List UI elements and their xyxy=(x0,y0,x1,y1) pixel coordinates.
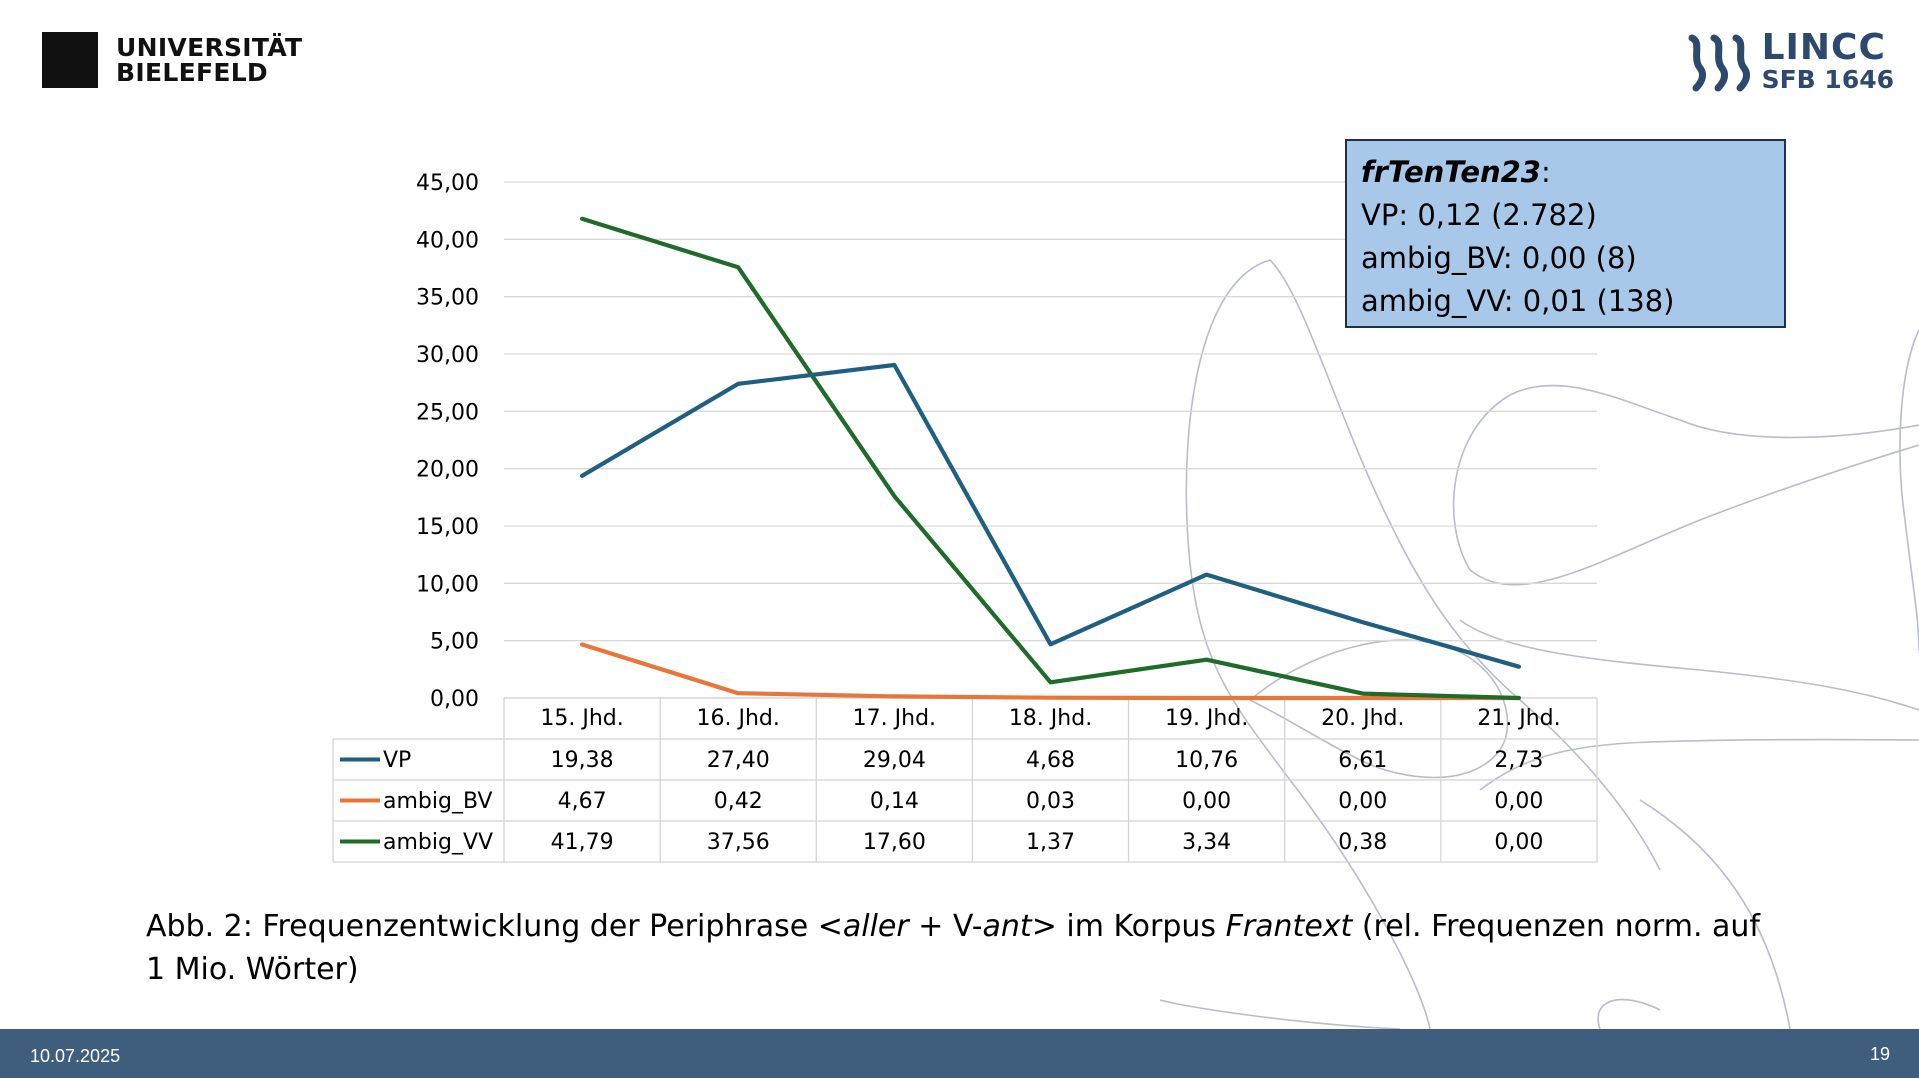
y-tick-label: 15,00 xyxy=(416,515,479,540)
x-category-label: 18. Jhd. xyxy=(1009,706,1092,731)
university-logo-square xyxy=(42,32,98,88)
y-tick-label: 5,00 xyxy=(430,630,479,655)
data-label-vp: 4,68 xyxy=(1026,748,1075,773)
data-label-vp: 10,76 xyxy=(1175,748,1238,773)
data-label-vp: 29,04 xyxy=(863,748,926,773)
figure-caption: Abb. 2: Frequenzentwicklung der Periphra… xyxy=(146,905,1766,991)
y-tick-label: 20,00 xyxy=(416,458,479,483)
infobox-corpus-name: frTenTen23 xyxy=(1361,155,1541,189)
corpus-info-box: frTenTen23: VP: 0,12 (2.782) ambig_BV: 0… xyxy=(1345,139,1786,328)
data-label-ambig_bv: 0,00 xyxy=(1182,789,1231,814)
x-category-label: 15. Jhd. xyxy=(540,706,623,731)
data-label-ambig_vv: 17,60 xyxy=(863,830,926,855)
caption-part4: (rel. Frequenzen norm. auf 1 Mio. Wörter… xyxy=(146,909,1760,987)
series-line-ambig_vv xyxy=(579,216,1522,701)
data-label-ambig_bv: 4,67 xyxy=(558,789,607,814)
x-category-label: 21. Jhd. xyxy=(1477,706,1560,731)
data-label-vp: 2,73 xyxy=(1494,748,1543,773)
series-line-vp xyxy=(579,362,1522,669)
university-logo-line2: BIELEFELD xyxy=(116,58,268,87)
y-tick-label: 40,00 xyxy=(416,228,479,253)
series-line-ambig_bv xyxy=(579,642,1522,701)
infobox-corpus-suffix: : xyxy=(1541,155,1551,189)
data-label-ambig_bv: 0,00 xyxy=(1494,789,1543,814)
data-label-ambig_bv: 0,00 xyxy=(1338,789,1387,814)
data-label-vp: 27,40 xyxy=(707,748,770,773)
infobox-title: frTenTen23: xyxy=(1361,151,1770,194)
x-category-label: 20. Jhd. xyxy=(1321,706,1404,731)
x-category-label: 19. Jhd. xyxy=(1165,706,1248,731)
data-label-ambig_bv: 0,42 xyxy=(714,789,763,814)
caption-ant: ant xyxy=(982,909,1032,944)
lincc-name: LINCC xyxy=(1761,27,1886,68)
y-tick-label: 10,00 xyxy=(416,572,479,597)
legend-label-vp: VP xyxy=(383,748,411,773)
x-category-label: 17. Jhd. xyxy=(853,706,936,731)
footer-date: 10.07.2025 xyxy=(30,1046,121,1066)
caption-part1: Abb. 2: Frequenzentwicklung der Periphra… xyxy=(146,909,843,944)
caption-aller: aller xyxy=(842,909,909,944)
university-logo: UNIVERSITÄT BIELEFELD xyxy=(42,32,302,88)
y-tick-label: 0,00 xyxy=(430,687,479,712)
y-tick-label: 35,00 xyxy=(416,286,479,311)
data-label-vp: 19,38 xyxy=(551,748,614,773)
university-logo-line1: UNIVERSITÄT xyxy=(116,33,303,62)
data-label-ambig_vv: 3,34 xyxy=(1182,830,1231,855)
infobox-line-vp: VP: 0,12 (2.782) xyxy=(1361,198,1597,232)
x-category-label: 16. Jhd. xyxy=(697,706,780,731)
data-label-ambig_vv: 41,79 xyxy=(551,830,614,855)
university-logo-text: UNIVERSITÄT BIELEFELD xyxy=(116,35,302,85)
data-label-ambig_vv: 37,56 xyxy=(707,830,770,855)
caption-part3: > im Korpus xyxy=(1031,909,1226,944)
caption-corpus: Frantext xyxy=(1225,909,1353,944)
caption-part2: + V- xyxy=(908,909,983,944)
y-tick-label: 25,00 xyxy=(416,400,479,425)
data-label-ambig_bv: 0,03 xyxy=(1026,789,1075,814)
data-label-ambig_vv: 0,00 xyxy=(1494,830,1543,855)
lincc-wave-icon xyxy=(1688,34,1750,92)
data-label-vp: 6,61 xyxy=(1338,748,1387,773)
lincc-subtitle: SFB 1646 xyxy=(1761,65,1894,94)
y-tick-label: 30,00 xyxy=(416,343,479,368)
infobox-line-ambig-vv: ambig_VV: 0,01 (138) xyxy=(1361,284,1675,318)
data-label-ambig_bv: 0,14 xyxy=(870,789,919,814)
data-label-ambig_vv: 1,37 xyxy=(1026,830,1075,855)
y-tick-label: 45,00 xyxy=(416,171,479,196)
infobox-line-ambig-bv: ambig_BV: 0,00 (8) xyxy=(1361,241,1637,275)
footer-page-number: 19 xyxy=(1869,1044,1890,1064)
legend-label-ambig_vv: ambig_VV xyxy=(383,830,493,855)
data-label-ambig_vv: 0,38 xyxy=(1338,830,1387,855)
legend-label-ambig_bv: ambig_BV xyxy=(383,789,492,814)
footer-bar: 10.07.2025 19 xyxy=(0,1029,1919,1078)
lincc-logo: LINCC SFB 1646 xyxy=(1684,30,1894,94)
